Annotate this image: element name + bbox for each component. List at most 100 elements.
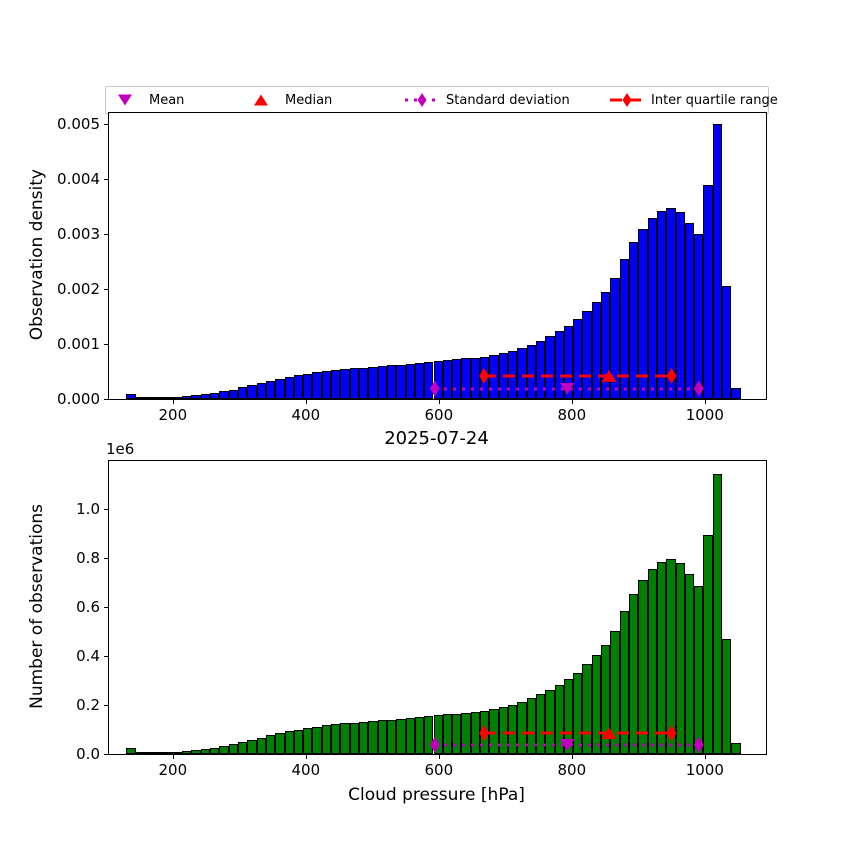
x-tick-label: 800 [557,406,587,424]
histogram-bar [712,124,723,399]
histogram-bar [377,720,387,754]
x-tick-label: 200 [158,761,188,779]
histogram-bar [675,212,685,399]
histogram-bar [629,242,639,399]
y-tick-label: 0.2 [76,696,100,714]
histogram-bar [414,362,425,399]
histogram-bar [200,748,211,754]
histogram-bar [359,367,369,399]
histogram-bar [172,751,183,754]
histogram-bar [349,368,360,399]
histogram-bar [340,723,350,754]
histogram-bar [684,574,695,754]
histogram-bar [656,210,667,399]
histogram-bar [656,562,667,754]
histogram-bar [182,750,192,754]
histogram-bar [154,397,164,399]
legend-item-mean: Mean [108,87,184,113]
histogram-bar [694,234,704,399]
histogram-bar [359,721,369,754]
histogram-bar [312,372,322,399]
histogram-bar [591,301,602,399]
top-histogram-plot: 200 400 600 800 1000 0.000 0.001 0.002 0.003 0.00… [57,112,767,424]
y-tick-label: 0.001 [57,335,100,353]
histogram-bar [582,311,592,399]
y-tick [104,234,109,236]
histogram-bar [619,610,629,754]
y-tick [104,607,109,609]
histogram-bar [126,748,136,754]
histogram-bar [228,744,238,754]
histogram-bar [507,704,518,754]
x-tick-label: 1000 [685,761,724,779]
y-tick [104,344,109,346]
histogram-bar [526,698,536,754]
histogram-bar [135,397,145,399]
histogram-bar [452,713,462,754]
histogram-bar [675,563,685,754]
histogram-bar [433,714,443,754]
x-tick-label: 1000 [685,406,724,424]
histogram-bar [126,393,136,399]
histogram-bar [200,394,211,399]
histogram-bar [182,395,192,399]
mean-triangle-down-icon [118,94,132,106]
histogram-bar [601,291,611,399]
y-tick [104,705,109,707]
iqr-diamond-marker-start [479,725,490,742]
y-tick-label: 0.004 [57,170,100,188]
histogram-bar [368,367,378,399]
histogram-bar [703,535,713,754]
histogram-bar [629,594,639,754]
histogram-bar [666,208,676,399]
histogram-bar [424,715,434,754]
histogram-bar [517,347,527,399]
y-tick [104,289,109,291]
histogram-bar [321,370,332,399]
y-tick-label: 1.0 [76,500,100,519]
y-tick-label: 0.002 [57,280,100,298]
histogram-bar [591,654,602,754]
iqr-diamond-marker-end [666,725,677,742]
x-tick [172,754,175,759]
x-tick-label: 600 [424,406,454,424]
std-diamond-marker-end [693,380,704,397]
iqr-diamond-marker-end [666,367,677,384]
x-tick [571,754,574,759]
histogram-bar [424,361,434,399]
legend-label-std: Standard deviation [446,92,570,108]
histogram-bar [396,719,406,754]
std-diamond-marker-end [693,736,704,753]
histogram-bar [396,364,406,399]
histogram-bar [535,340,546,399]
histogram-bar [331,369,341,399]
histogram-bar [526,344,536,399]
histogram-bar [554,331,564,399]
histogram-bar [331,724,341,754]
y-tick [104,754,109,756]
histogram-bar [573,672,583,754]
histogram-bar [638,228,648,399]
y-tick [104,179,109,181]
histogram-bar [582,664,592,754]
histogram-bar [461,712,471,754]
histogram-bar [722,286,732,399]
histogram-bar [442,714,453,754]
histogram-bar [293,375,304,399]
x-tick [172,399,175,404]
histogram-bar [442,359,453,399]
y-tick-label: 0.000 [57,390,100,408]
histogram-bar [647,568,657,754]
histogram-bar [470,711,481,754]
histogram-bar [256,383,266,399]
histogram-bar [489,709,499,754]
y-tick-label: 0.005 [57,115,100,133]
histogram-bar [256,737,266,754]
x-tick [704,754,707,759]
x-tick [438,399,441,404]
histogram-bar [414,717,425,754]
histogram-bar [517,701,527,754]
histogram-bar [238,742,248,754]
histogram-bar [712,473,723,754]
top-y-axis-label: Observation density [27,169,47,341]
